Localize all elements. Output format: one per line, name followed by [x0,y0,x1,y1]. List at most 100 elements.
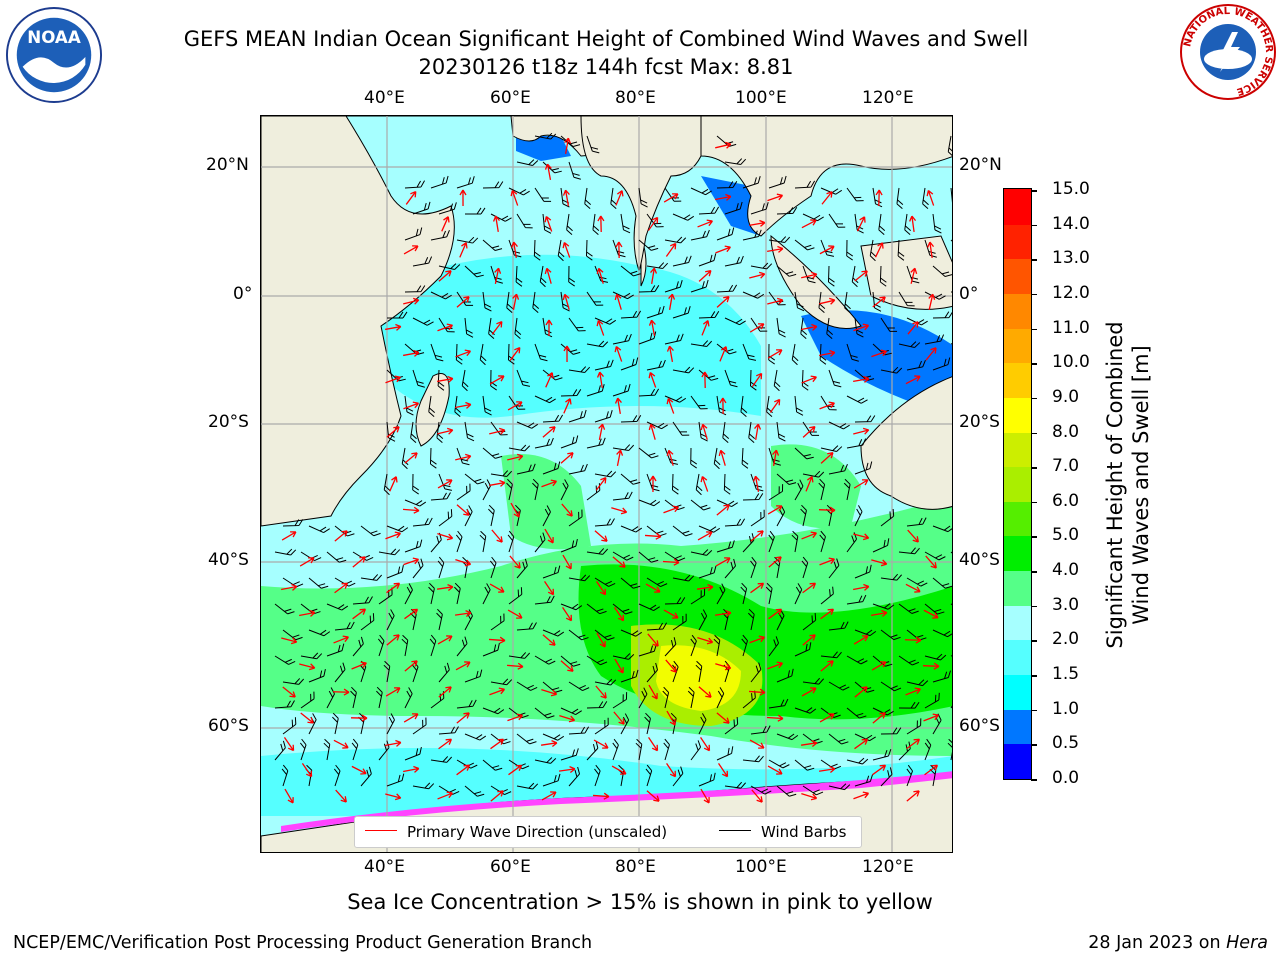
wind-barb [820,239,835,257]
wave-arrow [853,427,870,435]
wave-arrow [592,792,610,800]
wind-barb [690,634,697,657]
wind-barb [412,473,420,495]
wind-barb [724,369,738,388]
wave-arrow [404,660,418,672]
wind-barb [724,558,737,579]
wave-arrow [805,476,814,492]
wave-arrow [436,583,454,592]
wave-arrow [648,684,658,700]
wind-barb [508,587,523,605]
wind-barb [690,549,713,556]
colorbar-tick-mark [1031,190,1037,192]
wave-arrow [819,713,835,723]
wave-arrow [489,583,505,593]
wave-arrow [715,663,732,671]
wind-barb [412,558,424,579]
wind-barb [516,681,538,691]
wind-barb [768,698,789,709]
wave-arrow [854,738,869,750]
wind-barb [947,738,952,761]
wind-barb [454,395,462,418]
wave-arrow [715,245,731,254]
wind-barb [768,530,775,553]
wave-arrow [455,453,472,461]
wind-barb [282,717,297,735]
wave-arrow [437,479,453,489]
colorbar-tick-mark [1031,571,1037,573]
wind-barb [456,447,470,466]
wind-barb [560,603,583,611]
wind-barb [791,530,799,553]
wind-barb [932,357,951,371]
wind-barb [872,749,892,761]
wind-barb [326,687,335,709]
wind-barb [768,759,790,769]
wind-barb [360,766,372,787]
wave-field-blue [516,136,571,161]
colorbar-tick-mark [1031,467,1037,469]
wave-arrow [700,788,710,804]
colorbar-tick-mark [1031,328,1037,331]
wind-barb [437,556,445,579]
wind-barb [516,622,537,631]
lon-tick-bottom: 40°E [364,857,405,877]
wave-arrow [906,790,920,802]
wind-barb [820,445,843,453]
wind-barb [560,748,579,761]
wave-arrow [301,763,313,778]
wave-arrow [907,529,919,543]
wind-barb [429,634,437,657]
wind-barb [568,161,581,180]
wave-arrow [716,712,730,724]
wave-arrow [386,582,401,594]
wave-arrow [490,790,504,802]
wind-barb [620,713,630,735]
sea-ice [281,771,952,832]
wind-barb [947,135,952,158]
wave-arrow [544,580,555,596]
wind-barb [308,525,330,534]
wave-arrow [299,663,316,671]
footer-date: 28 Jan 2023 on Hera [1088,933,1268,953]
wind-barb [828,783,851,791]
wave-arrow [907,321,919,335]
wind-barb [360,613,375,631]
wave-arrow [854,270,868,282]
wave-arrow [854,686,868,698]
wind-barb [662,686,670,709]
wave-arrow [904,636,922,644]
colorbar-segment [1004,397,1031,433]
wind-barb [386,773,405,787]
wave-arrow [385,687,401,697]
wind-barb [750,725,771,735]
wave-arrow [562,606,573,622]
wave-arrow [649,475,657,493]
wind-barb [542,414,564,423]
wind-barb [534,437,554,449]
wind-barb [724,716,739,735]
wind-barb [352,596,373,605]
wind-barb [516,421,539,429]
wind-barb [794,239,815,251]
wind-barb [568,629,589,641]
wind-barb [664,333,684,345]
wave-arrow [750,582,765,594]
wave-arrow [663,193,679,203]
wave-arrow [801,687,817,697]
nws-logo-icon: NATIONAL WEATHER SERVICE [1180,4,1276,100]
wave-arrow [754,423,762,440]
wave-arrow [716,504,730,516]
wave-arrow [492,215,500,233]
wind-barb [698,206,720,215]
colorbar-segment [1004,674,1031,710]
wind-barb [560,707,582,716]
wave-arrow [438,270,452,282]
wave-arrow [751,372,763,387]
legend-label: Primary Wave Direction (unscaled) [407,823,668,841]
wind-barb [646,305,665,319]
colorbar-tick-mark [1031,259,1037,261]
wave-arrow [819,349,836,357]
wind-barb [386,713,395,735]
chart-title: GEFS MEAN Indian Ocean Significant Heigh… [183,27,1029,51]
